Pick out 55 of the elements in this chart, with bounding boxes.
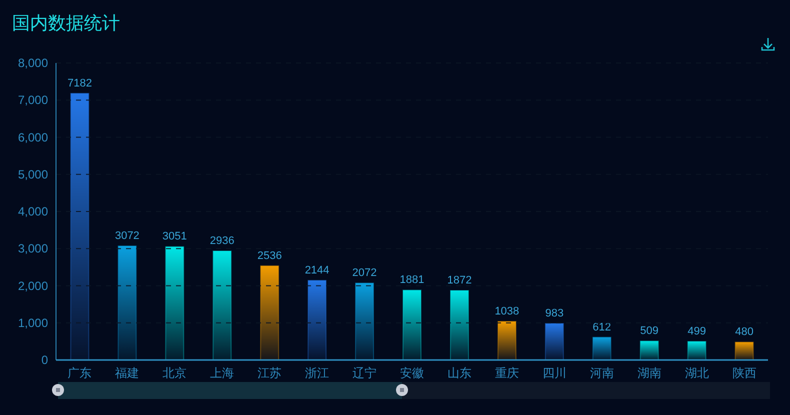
bar	[355, 282, 374, 360]
chart-title: 国内数据统计	[12, 13, 120, 33]
y-tick-label: 7,000	[18, 93, 48, 108]
x-tick-label: 上海	[210, 366, 234, 380]
bar	[402, 290, 422, 360]
y-tick-label: 1,000	[18, 316, 48, 330]
data-label: 1038	[494, 305, 520, 318]
bar	[118, 245, 137, 360]
data-label: 499	[688, 325, 706, 338]
bar	[592, 336, 612, 360]
bar	[70, 92, 90, 360]
y-tick-label: 6,000	[18, 130, 48, 144]
x-tick-label: 浙江	[305, 366, 330, 380]
data-label: 480	[735, 326, 754, 338]
y-tick-label: 2,000	[18, 278, 48, 293]
data-label: 2144	[304, 264, 330, 276]
bar	[544, 323, 564, 360]
bar	[260, 265, 280, 360]
x-tick-label: 辽宁	[352, 366, 377, 380]
y-tick-label: 8,000	[18, 56, 48, 70]
bar	[450, 290, 469, 360]
bar	[165, 246, 184, 360]
x-tick-label: 重庆	[494, 366, 519, 380]
x-tick-label: 福建	[115, 366, 140, 380]
x-tick-label: 湖南	[637, 366, 662, 380]
bar	[308, 280, 327, 360]
data-label: 2072	[352, 267, 377, 280]
y-tick-label: 0	[41, 353, 48, 367]
data-label: 2536	[257, 250, 282, 262]
x-tick-label: 北京	[162, 366, 187, 380]
data-label: 7182	[67, 77, 92, 90]
data-label: 1881	[400, 274, 424, 286]
y-tick-label: 3,000	[18, 242, 48, 256]
bar	[212, 250, 232, 360]
data-label: 3072	[114, 230, 140, 242]
y-tick-label: 5,000	[18, 167, 48, 182]
data-label: 1872	[447, 274, 472, 286]
x-tick-label: 湖北	[684, 366, 709, 380]
x-tick-label: 江苏	[258, 366, 282, 380]
data-label: 983	[545, 308, 564, 320]
bar	[734, 342, 754, 360]
x-tick-label: 河南	[590, 366, 614, 380]
data-label: 2936	[210, 235, 234, 247]
y-tick-label: 4,000	[18, 204, 48, 218]
bar	[497, 320, 516, 360]
bar	[640, 340, 659, 360]
bar	[687, 340, 706, 360]
x-tick-label: 山东	[447, 366, 472, 380]
x-tick-label: 广东	[68, 366, 92, 380]
x-tick-label: 四川	[542, 366, 566, 380]
x-tick-label: 安徽	[400, 366, 424, 380]
data-label: 509	[640, 325, 659, 338]
data-label: 3051	[162, 230, 187, 243]
data-label: 612	[592, 321, 612, 334]
x-tick-label: 陕西	[732, 366, 756, 380]
